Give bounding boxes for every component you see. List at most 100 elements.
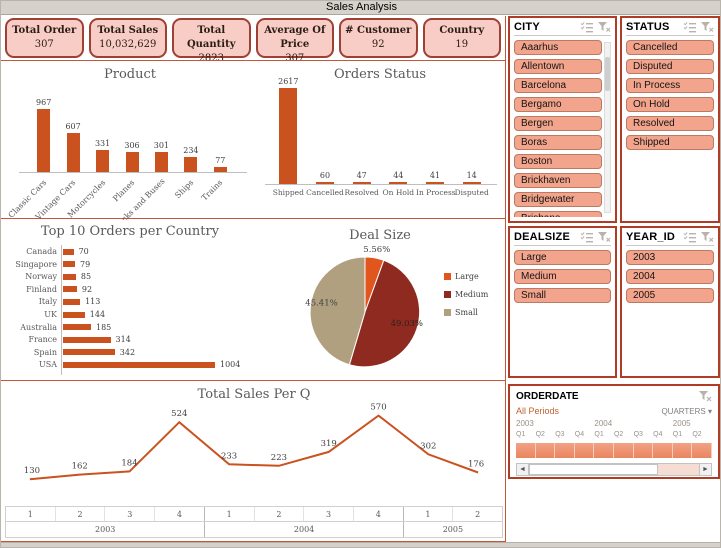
data-point-label: 570 bbox=[370, 403, 386, 413]
bar bbox=[316, 181, 334, 184]
kpi-label: Total Sales bbox=[97, 25, 159, 36]
timeline-band-segment[interactable] bbox=[516, 443, 536, 458]
data-point-label: 524 bbox=[171, 409, 187, 419]
timeline-quarter-label: Q2 bbox=[613, 431, 624, 438]
clear-filter-icon[interactable] bbox=[700, 21, 714, 33]
bar bbox=[154, 152, 168, 172]
legend: Large Medium Small bbox=[444, 272, 488, 326]
bar-category-label: Italy bbox=[38, 297, 57, 307]
chart-panel-top10-country: Top 10 Orders per Country Canada 70 Singap… bbox=[5, 220, 255, 379]
quarter-cell: 4 bbox=[352, 507, 403, 521]
chart-title: Deal Size bbox=[349, 228, 411, 243]
slicer-item-allentown[interactable]: Allentown bbox=[514, 59, 602, 74]
timeline-quarter-label: Q3 bbox=[633, 431, 643, 438]
timeline-scrollbar-track[interactable] bbox=[529, 463, 699, 476]
kpi-value: 19 bbox=[455, 39, 469, 50]
kpi-label: Country bbox=[439, 25, 485, 36]
timeline-scrollbar: ◄ ► bbox=[516, 463, 712, 476]
slicer-item-bridgewater[interactable]: Bridgewater bbox=[514, 192, 602, 207]
timeline-year-label: 2003 bbox=[516, 419, 534, 428]
timeline-selection-band[interactable] bbox=[516, 443, 712, 458]
pie-value-label: 45.41% bbox=[305, 299, 337, 309]
slicer-item-cancelled[interactable]: Cancelled bbox=[626, 40, 714, 55]
slicer-item-shipped[interactable]: Shipped bbox=[626, 135, 714, 150]
slicer-item-in-process[interactable]: In Process bbox=[626, 78, 714, 93]
timeline-band-segment[interactable] bbox=[633, 443, 654, 458]
timeline-granularity-dropdown[interactable]: QUARTERS ▾ bbox=[661, 406, 712, 416]
bar-value-label: 60 bbox=[319, 170, 331, 180]
data-point-label: 130 bbox=[24, 466, 40, 476]
bar-category-label: Resolved bbox=[344, 188, 379, 197]
kpi-card: Total Order 307 bbox=[5, 18, 84, 58]
bar bbox=[63, 349, 115, 356]
timeline-year-label: 2004 bbox=[594, 419, 613, 428]
timeline-band-segment[interactable] bbox=[555, 443, 575, 458]
slicer-item-bergen[interactable]: Bergen bbox=[514, 116, 602, 131]
bar-category-label: Australia bbox=[20, 322, 57, 332]
multi-select-icon[interactable] bbox=[580, 21, 594, 33]
bar-category-label: UK bbox=[44, 310, 57, 319]
timeline-band-segment[interactable] bbox=[574, 443, 595, 458]
scroll-right-icon[interactable]: ► bbox=[699, 463, 712, 476]
timeline-band-segment[interactable] bbox=[594, 443, 614, 458]
bar-value-label: 70 bbox=[78, 247, 89, 256]
slicer-item-brisbane[interactable]: Brisbane bbox=[514, 211, 602, 217]
timeline-band-segment[interactable] bbox=[672, 443, 693, 458]
kpi-value: 2823 bbox=[198, 53, 224, 64]
slicer-item-large[interactable]: Large bbox=[514, 250, 611, 265]
scroll-left-icon[interactable]: ◄ bbox=[516, 463, 529, 476]
slicer-item-barcelona[interactable]: Barcelona bbox=[514, 78, 602, 93]
slicer-item-list: Large Medium Small bbox=[514, 250, 611, 372]
kpi-label: Total Quantity bbox=[186, 25, 236, 50]
slicer-item-2005[interactable]: 2005 bbox=[626, 288, 714, 303]
clear-filter-icon[interactable] bbox=[698, 390, 712, 402]
scrollbar-thumb[interactable] bbox=[605, 57, 610, 91]
slicer-title: CITY bbox=[514, 21, 540, 33]
bar-category-label: In Process bbox=[416, 188, 456, 197]
clear-filter-icon[interactable] bbox=[700, 231, 714, 243]
quarter-cell: 1 bbox=[402, 507, 453, 521]
timeline-band-segment[interactable] bbox=[535, 443, 556, 458]
legend-swatch-large bbox=[444, 273, 451, 280]
legend-label: Large bbox=[455, 272, 479, 281]
slicer-header: DEALSIZE bbox=[514, 231, 611, 246]
bar-category-label: Singapore bbox=[15, 259, 57, 269]
clear-filter-icon[interactable] bbox=[597, 21, 611, 33]
slicer-item-aaarhus[interactable]: Aaarhus bbox=[514, 40, 602, 55]
timeline-year-labels: 2003 2004 2005 bbox=[516, 419, 712, 431]
slicer-item-resolved[interactable]: Resolved bbox=[626, 116, 714, 131]
slicer-item-bergamo[interactable]: Bergamo bbox=[514, 97, 602, 112]
slicer-item-boston[interactable]: Boston bbox=[514, 154, 602, 169]
timeline-band-segment[interactable] bbox=[692, 443, 712, 458]
timeline-band-segment[interactable] bbox=[613, 443, 634, 458]
slicer-item-on-hold[interactable]: On Hold bbox=[626, 97, 714, 112]
city-scrollbar[interactable] bbox=[604, 42, 611, 213]
clear-filter-icon[interactable] bbox=[597, 231, 611, 243]
chart-panel-product: Product 967 Classic Cars 607 Vintage Cars 33… bbox=[5, 62, 255, 234]
divider bbox=[1, 380, 505, 381]
quarter-cell: 2 bbox=[253, 507, 304, 521]
slicer-item-2003[interactable]: 2003 bbox=[626, 250, 714, 265]
kpi-card: Total Quantity 2823 bbox=[172, 18, 251, 64]
timeline-scrollbar-thumb[interactable] bbox=[529, 464, 659, 475]
slicer-item-small[interactable]: Small bbox=[514, 288, 611, 303]
bar-value-label: 306 bbox=[124, 141, 140, 151]
bar-value-label: 967 bbox=[36, 98, 52, 107]
line-chart: 130 162 184 524 233 223 319 570 302 176 bbox=[24, 403, 484, 481]
slicer-item-boras[interactable]: Boras bbox=[514, 135, 602, 150]
quarter-cell: 1 bbox=[203, 507, 254, 521]
slicer-item-2004[interactable]: 2004 bbox=[626, 269, 714, 284]
multi-select-icon[interactable] bbox=[683, 231, 697, 243]
kpi-label: Average Of Price bbox=[264, 25, 326, 50]
y-axis bbox=[61, 245, 62, 375]
quarter-cell: 2 bbox=[54, 507, 105, 521]
bar bbox=[279, 88, 298, 184]
slicer-item-disputed[interactable]: Disputed bbox=[626, 59, 714, 74]
timeline-band-segment[interactable] bbox=[653, 443, 673, 458]
slicer-item-brickhaven[interactable]: Brickhaven bbox=[514, 173, 602, 188]
multi-select-icon[interactable] bbox=[683, 21, 697, 33]
divider bbox=[505, 16, 506, 542]
slicer-item-medium[interactable]: Medium bbox=[514, 269, 611, 284]
multi-select-icon[interactable] bbox=[580, 231, 594, 243]
